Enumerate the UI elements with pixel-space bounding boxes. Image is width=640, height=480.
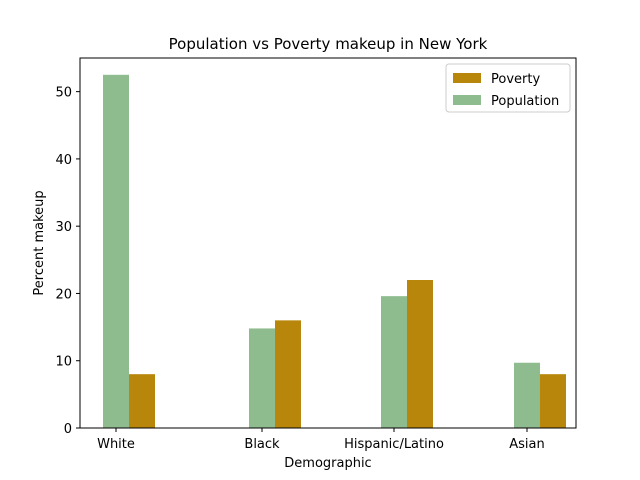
x-tick-label: Black xyxy=(244,437,280,452)
bar-poverty xyxy=(129,374,155,428)
x-tick-label: Hispanic/Latino xyxy=(344,437,444,452)
y-axis-label: Percent makeup xyxy=(32,190,47,295)
y-tick-label: 0 xyxy=(64,422,72,437)
bar-poverty xyxy=(275,320,301,428)
legend-swatch xyxy=(453,95,481,105)
plot-area: White Black Hispanic/Latino Asian 0 10 20 30 40 5… xyxy=(55,74,566,452)
x-axis-label: Demographic xyxy=(284,456,371,471)
legend-label: Poverty xyxy=(491,72,540,87)
chart-title: Population vs Poverty makeup in New York xyxy=(169,35,488,53)
x-tick-label: White xyxy=(97,437,135,452)
y-tick-label: 40 xyxy=(55,153,72,168)
bar-population xyxy=(103,74,129,429)
y-tick-label: 20 xyxy=(55,287,72,302)
y-tick-label: 30 xyxy=(55,220,72,235)
y-tick-label: 50 xyxy=(55,86,72,101)
y-tick-label: 10 xyxy=(55,355,72,370)
x-tick-label: Asian xyxy=(509,437,544,452)
axes-frame xyxy=(79,57,577,429)
bar-population xyxy=(249,328,275,428)
bar-population xyxy=(381,296,407,428)
legend-label: Population xyxy=(491,94,559,109)
bar-poverty xyxy=(540,374,566,428)
bar-population xyxy=(514,362,540,428)
legend-swatch xyxy=(453,73,481,83)
bar-poverty xyxy=(407,280,433,428)
legend: Poverty Population xyxy=(445,63,571,113)
